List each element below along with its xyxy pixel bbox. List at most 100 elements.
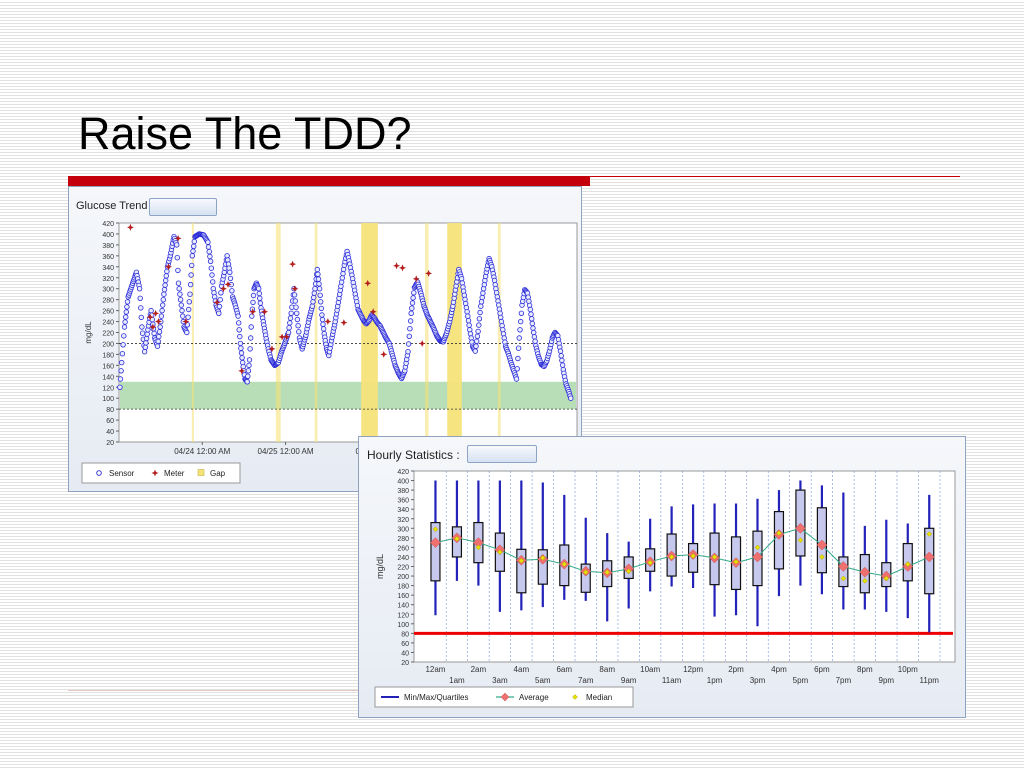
sensor-point xyxy=(188,272,194,278)
sensor-point xyxy=(514,366,520,372)
sensor-point xyxy=(163,273,169,279)
median-marker xyxy=(690,553,696,559)
y-tick-label: 340 xyxy=(397,507,409,514)
meter-point xyxy=(340,319,348,327)
meter-point xyxy=(146,313,154,321)
average-marker xyxy=(795,522,806,534)
gap-band xyxy=(191,223,194,442)
gap-band xyxy=(425,223,429,442)
hourly-stats-selector[interactable] xyxy=(467,445,537,463)
sensor-point xyxy=(248,324,254,330)
average-marker xyxy=(859,566,871,578)
sensor-point xyxy=(123,314,129,320)
y-tick-label: 400 xyxy=(102,232,114,239)
sensor-point xyxy=(557,348,564,354)
sensor-point xyxy=(409,300,416,306)
y-tick-label: 220 xyxy=(397,565,409,572)
glucose-trend-chart: 20 40 60 80 100 120 140 160 180 200 220 240 260 280 30… xyxy=(81,221,578,484)
sensor-point xyxy=(216,310,222,316)
sensor-point xyxy=(518,318,524,325)
gap-band xyxy=(275,223,281,442)
legend-sensor-marker xyxy=(96,470,102,476)
hour-label: 5am xyxy=(535,676,551,685)
y-tick-label: 200 xyxy=(102,341,114,348)
sensor-point xyxy=(255,285,262,292)
sensor-point xyxy=(191,238,197,245)
sensor-point xyxy=(123,309,129,315)
sensor-point xyxy=(186,299,192,305)
sensor-point xyxy=(189,253,195,259)
meter-point xyxy=(164,263,172,271)
y-tick-label: 420 xyxy=(397,469,409,476)
quartile-box xyxy=(516,548,527,594)
sensor-point xyxy=(559,357,565,364)
sensor-point xyxy=(160,296,166,303)
sensor-point xyxy=(156,333,162,340)
sensor-point xyxy=(477,309,483,316)
y-tick-label: 380 xyxy=(102,243,114,250)
hour-label: 8am xyxy=(599,665,615,674)
y-tick-label: 120 xyxy=(397,612,409,619)
sensor-point xyxy=(139,330,146,336)
sensor-point xyxy=(235,313,241,319)
y-tick-label: 100 xyxy=(397,622,409,629)
median-marker xyxy=(862,578,868,584)
y-tick-label: 200 xyxy=(397,574,409,581)
sensor-point xyxy=(287,315,294,321)
sensor-point xyxy=(531,329,537,336)
sensor-point xyxy=(209,279,216,285)
meter-point xyxy=(289,260,297,268)
average-marker xyxy=(923,551,935,563)
glucose-trend-selector[interactable] xyxy=(149,198,217,216)
median-marker xyxy=(840,575,847,582)
legend-median-marker xyxy=(572,694,578,700)
meter-point xyxy=(418,339,426,347)
sensor-point xyxy=(188,262,195,269)
average-marker xyxy=(838,561,849,572)
sensor-point xyxy=(119,359,125,366)
sensor-point xyxy=(515,355,521,362)
sensor-point xyxy=(320,326,327,332)
y-tick-label: 160 xyxy=(397,593,409,600)
y-tick-label: 220 xyxy=(102,331,114,338)
y-tick-label: 140 xyxy=(102,374,114,381)
quartile-box xyxy=(773,510,785,570)
y-tick-label: 340 xyxy=(102,265,114,272)
hour-label: 10pm xyxy=(898,665,918,674)
sensor-point xyxy=(120,342,126,348)
sensor-point xyxy=(474,338,480,344)
y-tick-label: 180 xyxy=(102,352,114,359)
median-marker xyxy=(647,559,653,566)
meter-point xyxy=(291,285,299,293)
meter-point xyxy=(364,279,372,287)
legend-whisker-label: Min/Max/Quartiles xyxy=(404,693,468,702)
sensor-point xyxy=(472,348,478,354)
sensor-point xyxy=(250,292,257,299)
legend-meter-label: Meter xyxy=(164,469,185,478)
sensor-point xyxy=(247,346,253,352)
sensor-point xyxy=(148,307,154,314)
sensor-point xyxy=(529,316,535,322)
sensor-point xyxy=(473,343,479,349)
median-marker xyxy=(540,555,546,561)
sensor-point xyxy=(476,316,483,322)
sensor-point xyxy=(480,290,486,296)
sensor-point xyxy=(156,329,163,335)
sensor-point xyxy=(179,313,186,319)
median-marker xyxy=(625,568,632,575)
legend-sensor-label: Sensor xyxy=(109,469,135,478)
meter-point xyxy=(174,234,182,242)
meter-point xyxy=(149,323,157,331)
sensor-point xyxy=(246,362,252,369)
meter-point xyxy=(393,262,401,270)
median-marker xyxy=(904,561,911,567)
hour-label: 11pm xyxy=(920,676,940,685)
sensor-point xyxy=(558,353,564,359)
sensor-point xyxy=(161,286,168,293)
sensor-point xyxy=(320,321,326,327)
y-tick-label: 240 xyxy=(397,555,409,562)
sensor-point xyxy=(478,299,485,305)
median-marker xyxy=(754,544,761,551)
sensor-point xyxy=(157,324,163,330)
y-tick-label: 140 xyxy=(397,603,409,610)
